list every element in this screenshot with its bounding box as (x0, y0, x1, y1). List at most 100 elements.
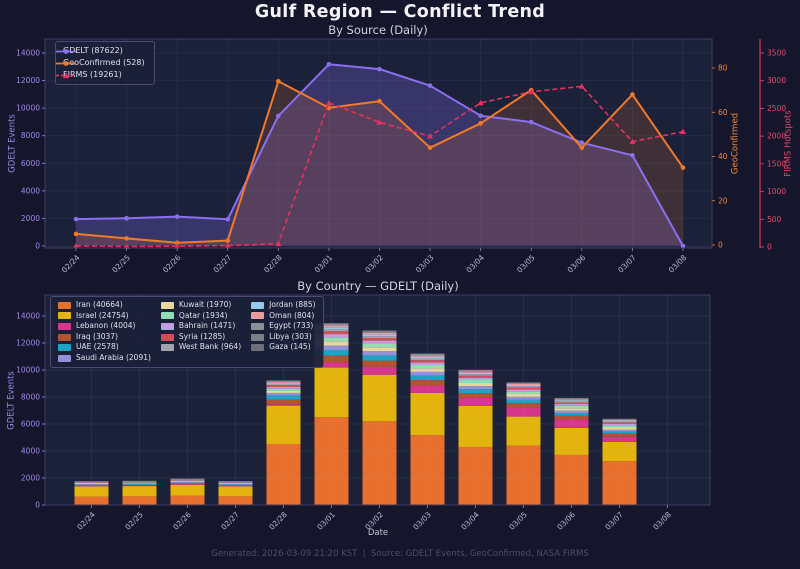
marker-circle (630, 92, 635, 97)
bar-segment (602, 433, 637, 437)
bar-segment (602, 431, 637, 434)
marker-triangle (174, 243, 181, 249)
ytick-left: 14000 (16, 49, 40, 58)
legend-marker-icon (56, 72, 76, 78)
marker-circle (579, 145, 585, 150)
bar-segment (314, 331, 349, 335)
bar-segment (314, 355, 349, 363)
ytick-label: 10000 (16, 366, 40, 375)
bar-segment (410, 355, 445, 357)
bar-segment (314, 325, 349, 328)
bar-segment (362, 330, 397, 332)
bar-segment (266, 380, 301, 382)
legend-marker-icon (56, 48, 76, 54)
xtick-label: 02/28 (262, 253, 284, 275)
marker-circle (225, 238, 231, 243)
marker-circle (124, 215, 129, 221)
plot-background (45, 39, 712, 248)
bar-segment (602, 436, 637, 442)
ytick-right1: 0 (718, 241, 723, 250)
bar-segment (314, 327, 349, 330)
bar-segment (314, 341, 349, 346)
bar-segment (362, 338, 397, 341)
bar-segment (362, 332, 397, 335)
legend-swatch-icon (58, 354, 71, 362)
legend-item: Jordan (885) (251, 300, 316, 310)
bar-segment (506, 386, 541, 388)
legend-marker-icon (56, 60, 76, 66)
bar-segment (602, 422, 637, 424)
legend-label: West Bank (964) (178, 342, 242, 352)
bar-segment (458, 393, 493, 398)
bar-segment (170, 480, 205, 482)
marker-circle (427, 145, 433, 150)
bar-segment (410, 385, 445, 393)
ytick-label: 12000 (16, 339, 40, 348)
bar-segment (362, 360, 397, 367)
ytick-left: 8000 (21, 131, 40, 140)
marker-triangle (427, 133, 434, 139)
bar-segment (554, 413, 589, 416)
legend-column: Kuwait (1970) Qatar (1934) Bahrain (1471) S… (160, 300, 242, 363)
top-chart-title: By Source (Daily) (328, 23, 428, 37)
legend-label: Syria (1285) (178, 331, 226, 341)
ytick-right2: 2500 (767, 104, 786, 113)
xtick-label: 03/06 (566, 253, 588, 275)
bar-segment (410, 392, 445, 436)
marker-circle (528, 119, 534, 125)
marker-circle (73, 216, 79, 222)
xtick-label: 03/07 (616, 253, 638, 275)
marker-circle (680, 165, 686, 170)
bar-segment (410, 356, 445, 359)
bar-segment (218, 483, 253, 485)
marker-triangle (275, 240, 282, 247)
bar-segment (602, 461, 637, 505)
bar-segment (602, 425, 637, 428)
marker-circle (579, 140, 585, 146)
legend-swatch-icon (58, 301, 71, 309)
bar-segment (266, 382, 301, 384)
marker-circle (225, 216, 231, 222)
bar-segment (506, 394, 541, 397)
bar-segment (170, 495, 205, 505)
legend-item: GDELT (87622) (56, 46, 145, 56)
top-chart-legend: GDELT (87622) GeoConfirmed (528) FIRMS (19… (55, 41, 155, 85)
legend-item: Israel (24754) (58, 311, 151, 321)
xtick-label: 02/27 (212, 253, 234, 275)
source-trend-line-chart: 0200040006000800010000120001400002040608… (16, 38, 786, 275)
legend-triangle (63, 72, 69, 78)
bar-segment (410, 358, 445, 361)
bar-segment (170, 481, 205, 483)
bar-segment (602, 423, 637, 426)
legend-item: GeoConfirmed (528) (56, 58, 145, 68)
legend-item: Gaza (145) (251, 343, 315, 352)
bar-segment (314, 329, 349, 332)
bar-segment (266, 392, 301, 396)
bar-segment (602, 441, 637, 462)
bar-segment (458, 375, 493, 378)
xtick-label: 03/08 (667, 253, 689, 275)
marker-triangle (629, 138, 636, 145)
legend-item: FIRMS (19261) (56, 70, 145, 80)
bar-segment (458, 374, 493, 376)
legend-item: Lebanon (4004) (58, 322, 151, 331)
bar-segment (266, 388, 301, 391)
ytick-left: 2000 (21, 214, 40, 223)
bar-segment (506, 384, 541, 387)
bar-segment (362, 347, 397, 352)
legend-swatch-icon (160, 333, 174, 341)
ytick-right1: 80 (718, 64, 728, 73)
bar-segment (554, 427, 589, 455)
bar-segment (602, 420, 637, 422)
bar-segment (554, 454, 589, 505)
bar-segment (602, 419, 637, 420)
bar-segment (314, 345, 349, 351)
ytick-label: 14000 (16, 312, 40, 321)
bar-segment (506, 383, 541, 385)
bar-segment (170, 483, 205, 485)
bar-segment (554, 398, 589, 400)
bar-segment (506, 407, 541, 417)
bar-segment (362, 351, 397, 356)
marker-triangle (477, 99, 484, 106)
bar-segment (314, 334, 349, 338)
